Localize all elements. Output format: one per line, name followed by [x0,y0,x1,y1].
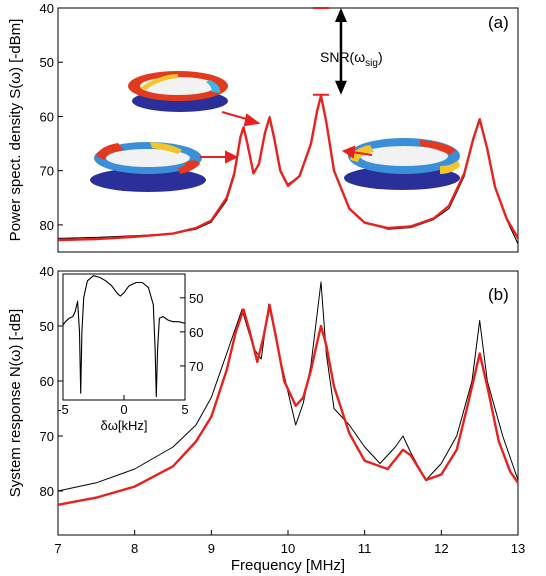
panel-a-y-tick-label: 40 [40,1,54,16]
snr-label: SNR(ωsig) [320,49,383,69]
panel-b-y-tick-label: 70 [40,429,54,444]
panel-a-y-tick-label: 80 [40,218,54,233]
panel-b-fit-line [57,303,519,506]
inset-y-tick-label: 70 [189,359,203,374]
mode-shape-left [90,142,206,192]
panel-a-fit-line [57,94,520,242]
inset-y-tick-label: 50 [189,291,203,306]
panel-a-y-tick-label: 60 [40,109,54,124]
panel-b-label: (b) [488,285,509,304]
peak-arrows [200,111,373,164]
panel-a-y-tick-label: 50 [40,55,54,70]
panel-b-y-tick-label: 50 [40,319,54,334]
mode-shape-right [344,138,460,190]
inset-line [62,275,186,398]
panel-b-x-tick-label: 8 [131,541,138,556]
inset-x-tick-label: 0 [120,402,127,417]
panel-b-ylabel: System response N(ω) [-dB] [7,309,24,497]
panel-a-y-tick-label: 70 [40,164,54,179]
inset: 50 60 70 -5 0 5 δω[kHz] [57,273,203,433]
inset-y-tick-label: 60 [189,325,203,340]
snr-annotation: SNR(ωsig) [312,7,383,96]
panel-b-x-tick-label: 11 [358,541,372,556]
panel-b-x-tick-label: 12 [434,541,448,556]
panel-b-x-tick-label: 9 [208,541,215,556]
mode-shape-top [128,71,228,112]
panel-b-y-tick-label: 40 [40,264,54,279]
panel-b-x-tick-label: 7 [54,541,61,556]
panel-a-ylabel: Power spect. density S(ω) [-dBm] [7,19,24,242]
inset-x-tick-label: -5 [57,402,69,417]
panel-b-measured-line [57,281,519,492]
panel-a: 40 50 60 70 80 Power spect. density S(ω) [-d… [7,1,520,253]
panel-b-y-tick-label: 80 [40,484,54,499]
panel-b-x-tick-label: 13 [511,541,525,556]
panel-a-frame [57,7,519,253]
panel-b-xlabel: Frequency [MHz] [231,557,345,574]
inset-xlabel: δω[kHz] [101,418,148,433]
inset-x-tick-label: 5 [181,402,188,417]
panel-b-x-tick-label: 10 [281,541,295,556]
inset-frame [62,273,186,401]
panel-b-y-tick-label: 60 [40,374,54,389]
panel-a-label: (a) [488,13,509,32]
